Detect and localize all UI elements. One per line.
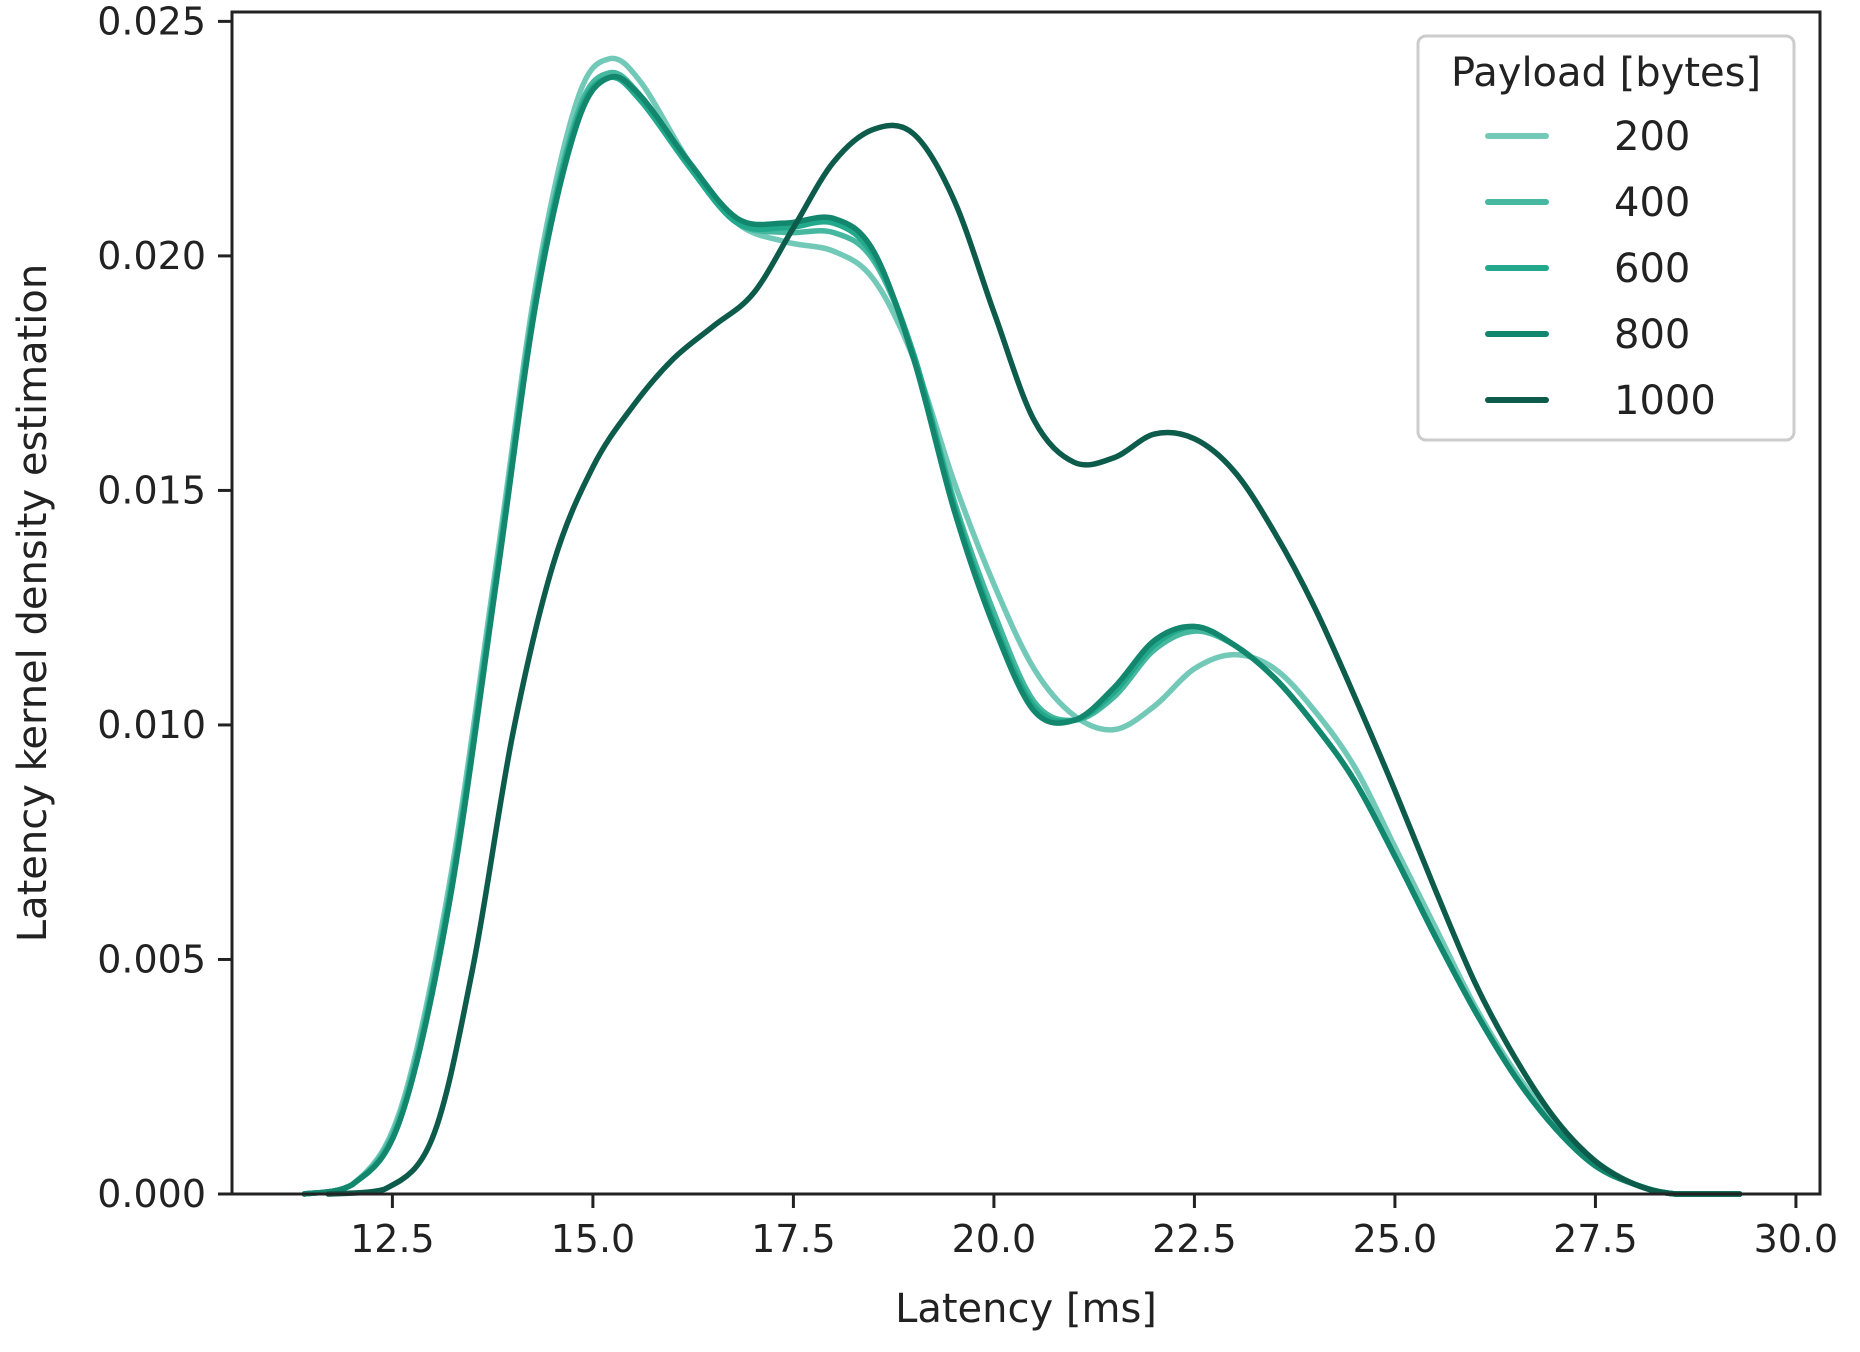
x-tick-label: 12.5 bbox=[350, 1217, 435, 1261]
legend-label-400: 400 bbox=[1614, 180, 1690, 226]
y-tick-label: 0.020 bbox=[97, 234, 206, 278]
legend-entries: 200 400 600 800 1000 bbox=[1485, 114, 1716, 424]
y-tick-label: 0.000 bbox=[97, 1172, 206, 1216]
legend-label-800: 800 bbox=[1614, 312, 1690, 358]
x-tick-label: 25.0 bbox=[1353, 1217, 1438, 1261]
y-tick-label: 0.015 bbox=[97, 468, 206, 512]
y-tick-label: 0.005 bbox=[97, 937, 206, 981]
y-tick-label: 0.010 bbox=[97, 703, 206, 747]
x-tick-label: 30.0 bbox=[1754, 1217, 1839, 1261]
x-tick-label: 17.5 bbox=[751, 1217, 836, 1261]
legend-title: Payload [bytes] bbox=[1451, 50, 1761, 96]
legend-label-600: 600 bbox=[1614, 246, 1690, 292]
y-axis-title: Latency kernel density estimation bbox=[10, 264, 56, 942]
y-axis: 0.000 0.005 0.010 0.015 0.020 0.025 bbox=[97, 0, 232, 1216]
x-axis-title: Latency [ms] bbox=[895, 1286, 1157, 1332]
legend-label-1000: 1000 bbox=[1614, 378, 1716, 424]
y-tick-label: 0.025 bbox=[97, 0, 206, 43]
series-line-1000 bbox=[325, 122, 1743, 1197]
x-tick-label: 15.0 bbox=[551, 1217, 636, 1261]
x-tick-label: 20.0 bbox=[952, 1217, 1037, 1261]
x-tick-label: 22.5 bbox=[1152, 1217, 1237, 1261]
series-line-800 bbox=[301, 73, 1743, 1197]
plot-frame bbox=[230, 10, 1822, 1196]
curves-layer bbox=[301, 55, 1743, 1197]
x-axis: 12.5 15.0 17.5 20.0 22.5 25.0 27.5 30.0 bbox=[350, 1194, 1838, 1261]
x-tick-label: 27.5 bbox=[1553, 1217, 1638, 1261]
legend-box bbox=[1416, 34, 1796, 442]
legend-label-200: 200 bbox=[1614, 114, 1690, 160]
legend: Payload [bytes] 200 400 600 800 1000 bbox=[1416, 34, 1796, 442]
